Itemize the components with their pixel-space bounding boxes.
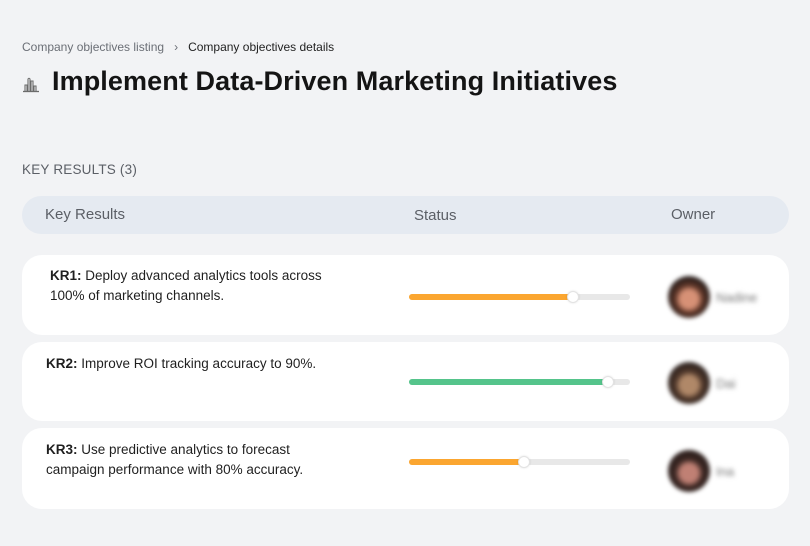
key-result-description: Deploy advanced analytics tools across 1… [50, 268, 322, 303]
progress-knob [566, 291, 579, 303]
chevron-right-icon: › [174, 40, 179, 54]
owner-name: Nadine [716, 289, 758, 305]
key-result-description: Improve ROI tracking accuracy to 90%. [77, 356, 317, 371]
key-results-table-header: Key Results Status Owner [22, 196, 789, 234]
breadcrumb: Company objectives listing › Company obj… [22, 40, 334, 54]
key-result-row[interactable]: KR2: Improve ROI tracking accuracy to 90… [22, 342, 789, 421]
avatar [668, 276, 710, 318]
breadcrumb-current-details: Company objectives details [188, 40, 335, 54]
progress-knob [517, 456, 530, 468]
key-result-description: Use predictive analytics to forecast cam… [46, 442, 304, 477]
progress-bar [409, 456, 630, 468]
progress-fill [409, 379, 608, 385]
owner[interactable]: Dai [668, 362, 736, 404]
progress-fill [409, 459, 524, 465]
column-header-key-results: Key Results [45, 206, 126, 223]
key-result-text: KR3: Use predictive analytics to forecas… [46, 440, 346, 480]
page-title: Implement Data-Driven Marketing Initiati… [52, 66, 618, 96]
avatar [668, 362, 710, 404]
key-result-id: KR2: [46, 356, 78, 371]
progress-bar [409, 376, 630, 388]
page-header: Implement Data-Driven Marketing Initiati… [22, 66, 617, 97]
breadcrumb-link-listing[interactable]: Company objectives listing [22, 40, 165, 54]
progress-bar [409, 291, 630, 303]
progress-fill [409, 294, 573, 300]
column-header-owner: Owner [671, 206, 716, 223]
avatar [668, 450, 710, 492]
owner[interactable]: Ina [668, 450, 734, 492]
key-result-row[interactable]: KR3: Use predictive analytics to forecas… [22, 428, 789, 509]
owner-name: Ina [716, 463, 735, 479]
key-result-row[interactable]: KR1: Deploy advanced analytics tools acr… [22, 255, 789, 335]
key-result-text: KR2: Improve ROI tracking accuracy to 90… [46, 354, 346, 374]
progress-knob [601, 376, 614, 388]
key-result-id: KR3: [46, 442, 78, 457]
key-result-text: KR1: Deploy advanced analytics tools acr… [50, 266, 350, 306]
owner[interactable]: Nadine [668, 276, 757, 318]
column-header-status: Status [414, 207, 457, 224]
key-result-id: KR1: [50, 268, 82, 283]
key-results-section-label: KEY RESULTS (3) [22, 162, 138, 177]
owner-name: Dai [716, 375, 736, 391]
bar-chart-building-icon [22, 71, 42, 93]
